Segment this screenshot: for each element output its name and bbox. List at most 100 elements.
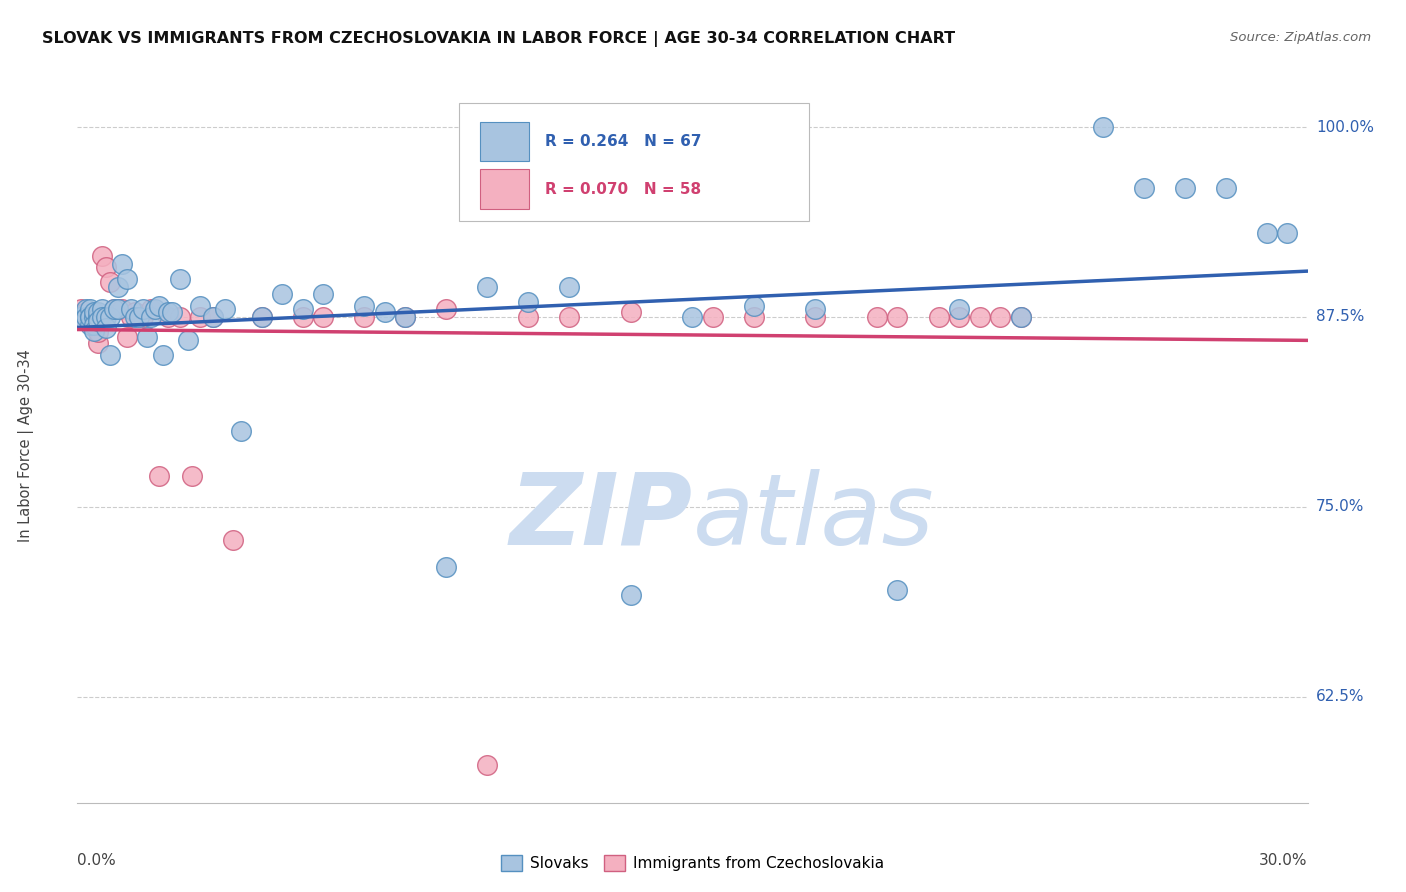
Point xyxy=(87,305,110,319)
Point xyxy=(115,272,138,286)
Point xyxy=(79,305,101,319)
Point xyxy=(620,588,643,602)
Point xyxy=(222,533,245,548)
Point xyxy=(1215,181,1237,195)
Point xyxy=(291,302,314,317)
Point xyxy=(353,299,375,313)
Point xyxy=(75,305,97,319)
Point xyxy=(866,310,889,324)
Point xyxy=(160,305,183,319)
Text: ZIP: ZIP xyxy=(509,469,693,566)
Point xyxy=(394,310,416,324)
Text: In Labor Force | Age 30-34: In Labor Force | Age 30-34 xyxy=(18,350,34,542)
Point xyxy=(79,310,101,324)
Point xyxy=(169,272,191,286)
Point xyxy=(886,310,908,324)
Point xyxy=(120,302,142,317)
Point xyxy=(87,335,110,350)
Point xyxy=(98,310,121,324)
Point xyxy=(70,310,93,324)
Text: 100.0%: 100.0% xyxy=(1316,120,1374,135)
Point xyxy=(1010,310,1032,324)
Point xyxy=(98,348,121,362)
Point xyxy=(353,310,375,324)
Point xyxy=(201,310,224,324)
Point xyxy=(152,348,174,362)
Point xyxy=(94,310,117,324)
Point xyxy=(83,313,105,327)
Point xyxy=(111,257,134,271)
Point xyxy=(75,310,97,324)
Point xyxy=(231,424,253,438)
Point xyxy=(103,302,125,317)
Point xyxy=(558,310,581,324)
Point xyxy=(517,294,540,309)
Point xyxy=(90,249,114,263)
Point xyxy=(111,302,134,317)
Point xyxy=(181,469,204,483)
Point xyxy=(1174,181,1197,195)
Point xyxy=(1091,120,1114,135)
Point xyxy=(394,310,416,324)
Point xyxy=(148,469,170,483)
Point xyxy=(291,310,314,324)
Point xyxy=(201,310,224,324)
Point xyxy=(70,310,93,324)
Point xyxy=(517,310,540,324)
Point xyxy=(988,310,1011,324)
Point xyxy=(188,299,212,313)
Point xyxy=(75,302,97,317)
Text: 75.0%: 75.0% xyxy=(1316,500,1364,514)
Point xyxy=(87,310,110,324)
Point xyxy=(169,310,191,324)
FancyBboxPatch shape xyxy=(479,169,529,209)
Point xyxy=(620,305,643,319)
Text: R = 0.070   N = 58: R = 0.070 N = 58 xyxy=(546,182,702,196)
Point xyxy=(70,310,93,324)
Point xyxy=(83,305,105,319)
Point xyxy=(132,302,155,317)
Point xyxy=(477,757,499,772)
Point xyxy=(312,310,335,324)
Point xyxy=(124,305,146,319)
Text: 0.0%: 0.0% xyxy=(77,853,117,868)
Point xyxy=(1256,227,1278,241)
Point xyxy=(94,260,117,274)
Point xyxy=(436,560,458,574)
Point xyxy=(83,305,105,319)
Point xyxy=(156,305,179,319)
Point xyxy=(75,310,97,324)
Point xyxy=(75,305,97,319)
Point xyxy=(436,302,458,317)
Legend: Slovaks, Immigrants from Czechoslovakia: Slovaks, Immigrants from Czechoslovakia xyxy=(495,849,890,877)
Point xyxy=(90,310,114,324)
Point xyxy=(107,279,129,293)
Text: 87.5%: 87.5% xyxy=(1316,310,1364,325)
Point xyxy=(804,310,827,324)
Point xyxy=(87,314,110,328)
Point xyxy=(83,324,105,338)
Point xyxy=(107,302,129,317)
Point xyxy=(83,310,105,324)
Point xyxy=(120,310,142,324)
Point xyxy=(804,302,827,317)
Point xyxy=(177,333,200,347)
FancyBboxPatch shape xyxy=(458,103,810,221)
Point xyxy=(128,310,150,324)
Text: atlas: atlas xyxy=(693,469,934,566)
Point xyxy=(948,310,970,324)
Point xyxy=(132,310,155,324)
Point xyxy=(79,310,101,324)
Point xyxy=(124,310,146,324)
Point xyxy=(948,302,970,317)
Point xyxy=(79,310,101,324)
Point xyxy=(312,287,335,301)
Point xyxy=(98,275,121,289)
Point xyxy=(374,305,396,319)
Point xyxy=(75,314,97,328)
Point xyxy=(87,318,110,332)
Point xyxy=(1275,227,1298,241)
Point xyxy=(682,310,704,324)
Point xyxy=(83,310,105,324)
Point xyxy=(141,302,163,317)
